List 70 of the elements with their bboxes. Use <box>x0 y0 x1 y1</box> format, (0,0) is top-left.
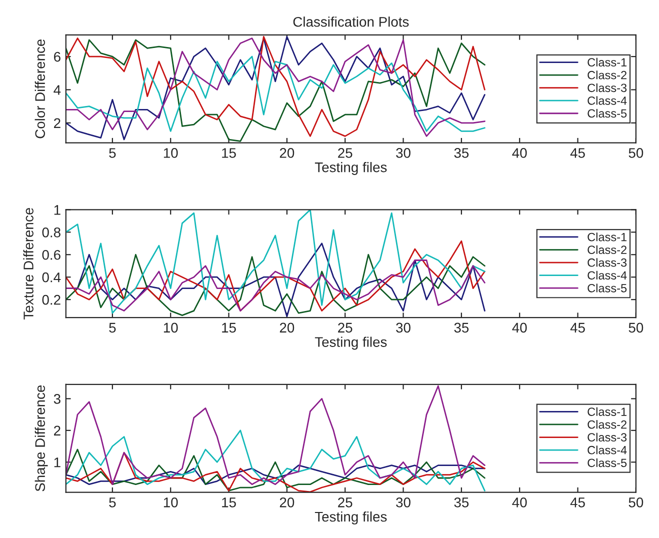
legend-label: Class-2 <box>588 420 626 429</box>
legend-label: Class-4 <box>588 446 627 454</box>
legend-label: Class-5 <box>588 458 627 468</box>
chart-title: Classification Plots <box>293 16 409 27</box>
x-tick-label: 15 <box>222 322 236 333</box>
x-tick-label: 20 <box>280 148 294 158</box>
x-tick-label: 45 <box>570 498 585 508</box>
x-tick-label: 35 <box>454 322 469 333</box>
x-tick-label: 20 <box>280 498 294 508</box>
y-tick-label: 6 <box>54 52 60 62</box>
legend-label: Class-4 <box>588 270 627 280</box>
x-tick-label: 10 <box>164 148 178 158</box>
x-tick-label: 5 <box>109 322 116 333</box>
x-axis-title: Testing files <box>314 336 387 350</box>
line-series <box>66 254 486 316</box>
x-tick-label: 40 <box>512 148 527 158</box>
legend-label: Class-5 <box>588 108 627 118</box>
legend-label: Class-1 <box>588 232 627 242</box>
x-tick-label: 25 <box>338 148 352 158</box>
line-series <box>66 210 486 314</box>
line-series <box>66 430 486 492</box>
legend-label: Class-1 <box>588 58 627 67</box>
legend-label: Class-5 <box>588 284 627 292</box>
legend-label: Class-1 <box>588 407 627 416</box>
legend-label: Class-3 <box>588 432 627 442</box>
x-tick-label: 50 <box>628 148 644 158</box>
x-tick-label: 15 <box>222 148 236 158</box>
x-tick-label: 50 <box>628 498 644 508</box>
x-tick-label: 45 <box>570 148 585 158</box>
y-axis-title: Color Difference <box>34 39 46 138</box>
x-tick-label: 20 <box>280 322 294 333</box>
y-tick-label: 1 <box>54 458 60 468</box>
x-tick-label: 25 <box>338 322 352 333</box>
legend-label: Class-3 <box>588 83 627 92</box>
x-tick-label: 45 <box>570 322 585 333</box>
x-tick-label: 5 <box>109 148 116 158</box>
legend-label: Class-2 <box>588 245 626 254</box>
x-axis-title: Testing files <box>314 162 387 175</box>
y-tick-label: 2 <box>54 426 60 436</box>
x-tick-label: 40 <box>512 322 527 333</box>
x-axis-title: Testing files <box>314 511 387 524</box>
x-tick-label: 30 <box>396 322 410 333</box>
y-axis-title: Texture Difference <box>23 208 34 320</box>
x-tick-label: 25 <box>338 498 352 508</box>
line-series <box>66 56 486 132</box>
x-tick-label: 50 <box>628 322 644 333</box>
x-tick-label: 10 <box>164 498 178 508</box>
legend-label: Class-3 <box>588 258 627 267</box>
y-tick-label: 2 <box>54 118 60 128</box>
y-tick-label: 0.6 <box>42 250 60 260</box>
y-tick-label: 1 <box>54 205 60 215</box>
x-tick-label: 30 <box>396 148 410 158</box>
y-axis-title: Shape Difference <box>34 385 48 492</box>
x-tick-label: 35 <box>454 148 469 158</box>
y-tick-label: 0.4 <box>42 272 61 282</box>
y-tick-label: 4 <box>54 85 61 95</box>
y-tick-label: 0.8 <box>42 227 60 238</box>
y-tick-label: 3 <box>54 394 60 404</box>
x-tick-label: 5 <box>109 498 116 508</box>
line-series <box>66 385 486 486</box>
line-series <box>66 260 486 312</box>
x-tick-label: 10 <box>164 322 178 333</box>
legend-label: Class-2 <box>588 70 626 80</box>
legend-label: Class-4 <box>588 96 627 105</box>
x-tick-label: 30 <box>396 498 410 508</box>
x-tick-label: 15 <box>222 498 236 508</box>
line-series <box>66 464 486 486</box>
x-tick-label: 40 <box>512 498 527 508</box>
x-tick-label: 35 <box>454 498 469 508</box>
y-tick-label: 0.2 <box>42 294 60 305</box>
